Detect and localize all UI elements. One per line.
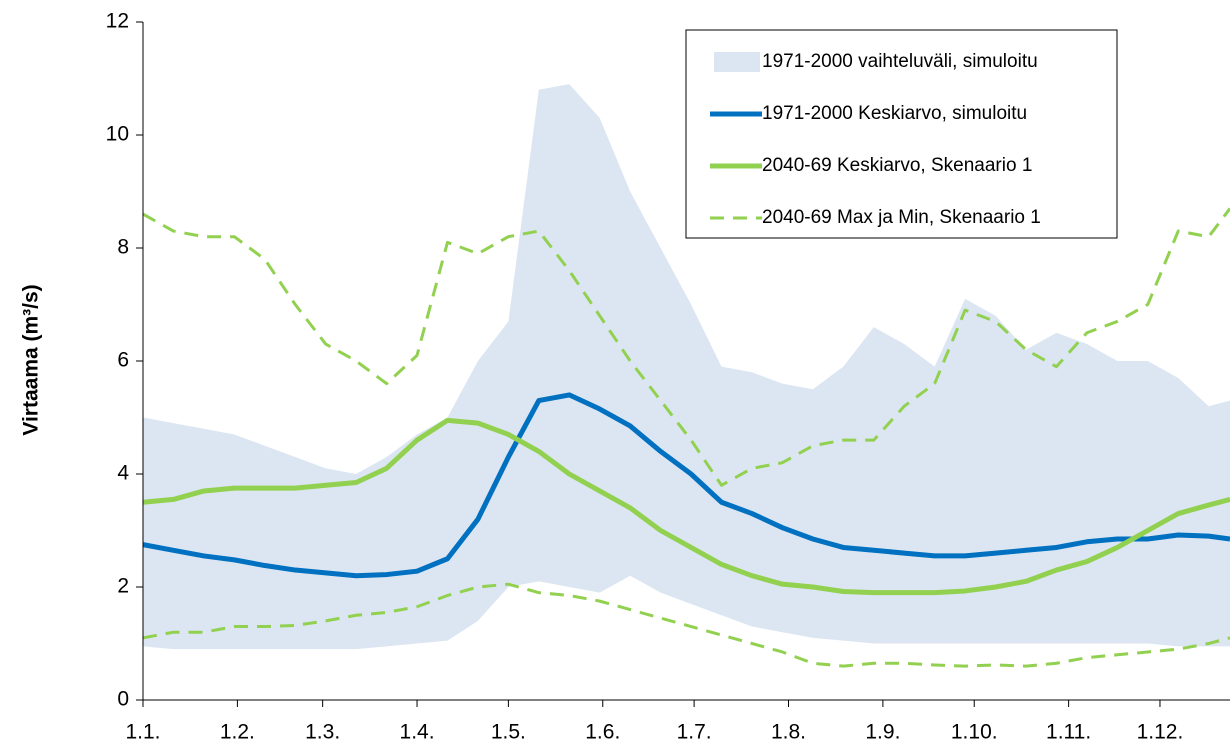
y-tick-label: 8	[117, 236, 129, 259]
range-band	[143, 84, 1230, 650]
x-tick-label: 1.4.	[400, 721, 435, 744]
y-tick-label: 6	[117, 349, 129, 372]
x-tick-label: 1.2.	[220, 721, 255, 744]
line	[142, 207, 1230, 487]
line	[142, 392, 1230, 579]
legend-label: 2040-69 Max ja Min, Skenaario 1	[762, 207, 1041, 228]
x-tick-label: 1.5.	[491, 721, 526, 744]
y-tick-label: 10	[106, 123, 129, 146]
x-tick-label: 1.8.	[771, 721, 806, 744]
legend-swatch	[714, 52, 760, 72]
line	[142, 417, 1230, 596]
x-tick-label: 1.12.	[1137, 721, 1184, 744]
x-tick-label: 1.9.	[865, 721, 900, 744]
y-axis-label: Virtaama (m³/s)	[20, 284, 43, 435]
plot-area	[142, 84, 1230, 668]
legend-label: 1971-2000 Keskiarvo, simuloitu	[762, 103, 1027, 124]
legend: 1971-2000 vaihteluväli, simuloitu 1971-20…	[685, 29, 1118, 239]
x-tick-label: 1.11.	[1046, 721, 1091, 744]
y-tick-label: 2	[117, 575, 129, 598]
x-tick-label: 1.3.	[305, 721, 340, 744]
y-tick-label: 0	[117, 688, 129, 711]
legend-label: 1971-2000 vaihteluväli, simuloitu	[762, 51, 1038, 72]
y-tick-label: 4	[117, 462, 129, 485]
x-tick-label: 1.10.	[951, 721, 998, 744]
x-tick-label: 1.1.	[125, 721, 160, 744]
x-tick-label: 1.6.	[585, 721, 620, 744]
y-tick-label: 12	[106, 10, 129, 33]
line	[142, 582, 1230, 668]
x-tick-label: 1.7.	[677, 721, 712, 744]
legend-label: 2040-69 Keskiarvo, Skenaario 1	[762, 155, 1032, 176]
